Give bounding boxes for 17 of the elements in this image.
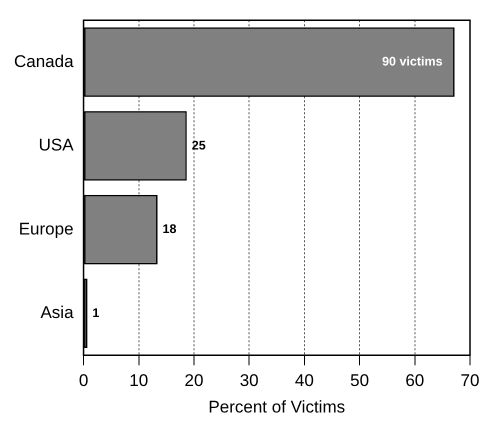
annotation: 25 <box>192 138 206 152</box>
x-tick-label: 50 <box>350 371 370 390</box>
y-tick-label: Canada <box>14 52 74 71</box>
x-tick-label: 60 <box>405 371 424 390</box>
x-axis-title: Percent of Victims <box>208 397 346 416</box>
y-tick-label: USA <box>38 136 74 155</box>
x-tick-label: 20 <box>184 371 204 390</box>
x-tick-label: 40 <box>294 371 314 390</box>
x-tick-label: 30 <box>240 371 259 390</box>
x-tick-label: 70 <box>460 371 480 390</box>
annotation: 90 victims <box>382 54 443 69</box>
x-tick-label: 10 <box>129 371 148 390</box>
y-tick-label: Asia <box>40 303 74 322</box>
annotation: 18 <box>162 222 176 236</box>
y-tick-label: Europe <box>18 219 74 238</box>
x-tick-label: 0 <box>78 371 88 390</box>
annotation: 1 <box>92 306 100 320</box>
